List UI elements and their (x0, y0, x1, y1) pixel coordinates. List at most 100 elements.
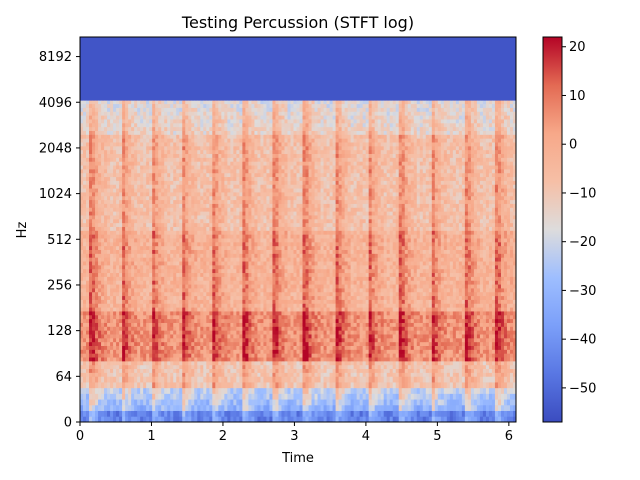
heatmap-cell (353, 276, 358, 281)
heatmap-cell (440, 307, 445, 312)
heatmap-cell (218, 349, 222, 354)
heatmap-cell (140, 349, 144, 354)
heatmap-cell (368, 341, 373, 346)
heatmap-cell (239, 360, 243, 366)
heatmap-cell (308, 410, 312, 417)
heatmap-cell (134, 272, 138, 277)
heatmap-cell (128, 364, 132, 370)
heatmap-cell (89, 349, 93, 354)
heatmap-cell (473, 307, 478, 312)
heatmap-cell (434, 299, 439, 304)
heatmap-cell (278, 360, 282, 366)
heatmap-cell (212, 284, 216, 289)
heatmap-cell (239, 393, 243, 400)
heatmap-cell (377, 353, 382, 358)
heatmap-cell (401, 303, 406, 308)
heatmap-cell (143, 318, 147, 323)
heatmap-cell (350, 295, 355, 300)
heatmap-cell (197, 326, 201, 331)
heatmap-cell (185, 276, 189, 281)
heatmap-cell (389, 307, 394, 312)
heatmap-cell (431, 311, 436, 316)
heatmap-cell (137, 416, 141, 422)
heatmap-cell (119, 410, 123, 417)
heatmap-cell (116, 276, 120, 281)
heatmap-cell (221, 357, 225, 362)
heatmap-cell (173, 280, 177, 285)
heatmap-cell (404, 330, 409, 335)
heatmap-cell (146, 372, 150, 377)
heatmap-cell (482, 326, 487, 331)
heatmap-cell (350, 284, 355, 289)
heatmap-cell (239, 349, 243, 354)
heatmap-cell (278, 372, 282, 377)
heatmap-cell (320, 349, 324, 354)
heatmap-cell (503, 337, 508, 343)
heatmap-cell (320, 357, 324, 362)
heatmap-cell (356, 276, 361, 281)
heatmap-cell (137, 410, 141, 417)
heatmap-cell (221, 345, 225, 350)
heatmap-cell (113, 345, 117, 350)
heatmap-cell (509, 330, 514, 335)
heatmap-cell (89, 334, 93, 339)
heatmap-cell (194, 284, 198, 289)
heatmap-cell (413, 322, 418, 327)
heatmap-cell (89, 353, 93, 358)
heatmap-cell (431, 372, 436, 377)
heatmap-cell (470, 349, 475, 354)
heatmap-cell (464, 393, 469, 400)
heatmap-cell (473, 314, 478, 320)
heatmap-cell (509, 404, 514, 411)
heatmap-cell (200, 291, 204, 297)
heatmap-cell (413, 303, 418, 308)
heatmap-cell (368, 326, 373, 331)
heatmap-cell (332, 410, 336, 417)
heatmap-cell (443, 353, 448, 358)
heatmap-cell (371, 280, 376, 285)
heatmap-cell (275, 368, 279, 373)
heatmap-cell (290, 399, 294, 406)
heatmap-cell (260, 357, 264, 362)
heatmap-cell (329, 284, 333, 289)
heatmap-cell (104, 288, 108, 293)
heatmap-cell (275, 311, 279, 316)
heatmap-cell (362, 416, 367, 422)
heatmap-cell (506, 349, 511, 354)
heatmap-cell (359, 299, 364, 304)
heatmap-cell (434, 337, 439, 343)
heatmap-cell (284, 284, 288, 289)
heatmap-cell (398, 288, 403, 293)
heatmap-cell (503, 295, 508, 300)
heatmap-cell (167, 299, 171, 304)
heatmap-cell (224, 291, 228, 297)
heatmap-cell (230, 337, 234, 343)
heatmap-cell (119, 272, 123, 277)
heatmap-cell (311, 410, 315, 417)
heatmap-cell (260, 416, 264, 422)
heatmap-cell (506, 303, 511, 308)
heatmap-cell (413, 360, 418, 366)
heatmap-cell (413, 326, 418, 331)
heatmap-cell (326, 291, 330, 297)
heatmap-cell (467, 376, 472, 383)
heatmap-cell (203, 393, 207, 400)
heatmap-cell (104, 357, 108, 362)
heatmap-cell (128, 360, 132, 366)
heatmap-cell (206, 357, 210, 362)
heatmap-cell (146, 334, 150, 339)
heatmap-cell (296, 314, 300, 320)
heatmap-cell (395, 330, 400, 335)
heatmap-cell (497, 303, 502, 308)
heatmap-cell (188, 288, 192, 293)
heatmap-cell (455, 284, 460, 289)
heatmap-cell (470, 299, 475, 304)
heatmap-cell (332, 322, 336, 327)
heatmap-cell (374, 330, 379, 335)
heatmap-cell (116, 387, 120, 394)
heatmap-cell (506, 295, 511, 300)
heatmap-cell (170, 353, 174, 358)
heatmap-cell (206, 303, 210, 308)
heatmap-cell (80, 345, 84, 350)
heatmap-cell (404, 345, 409, 350)
